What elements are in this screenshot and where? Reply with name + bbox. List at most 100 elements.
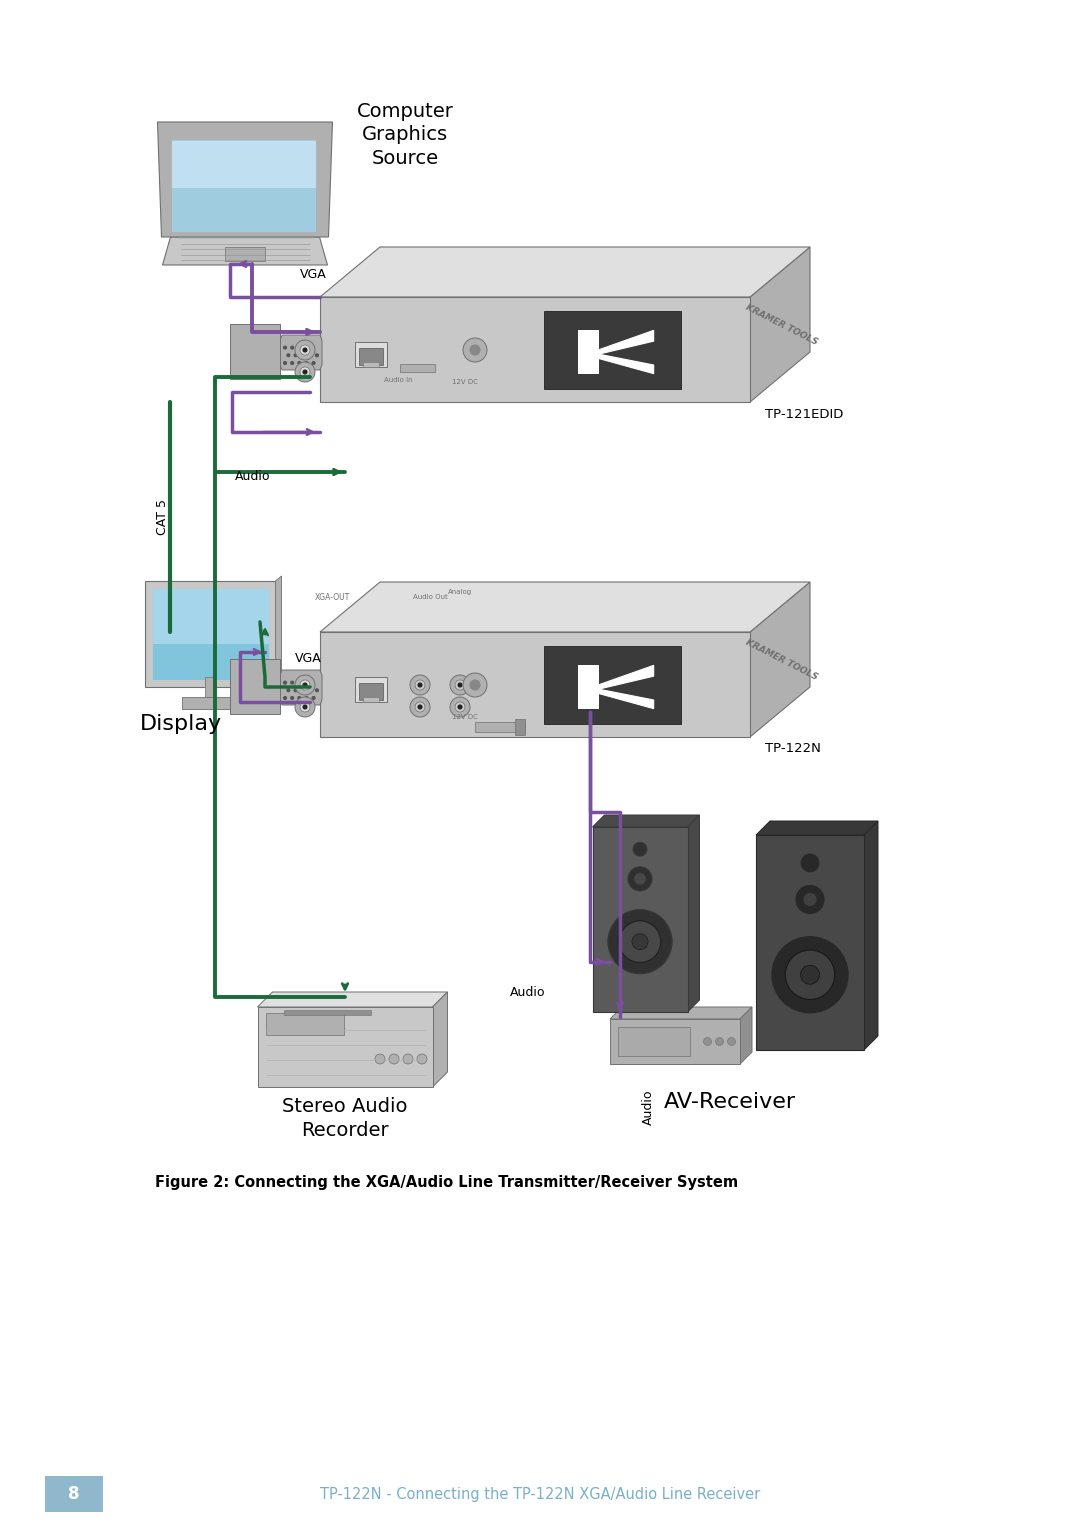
Circle shape [415,680,426,689]
Circle shape [315,354,319,357]
Circle shape [410,697,430,717]
Polygon shape [756,821,878,835]
Circle shape [800,965,820,984]
Bar [205,677,215,699]
Polygon shape [230,659,280,714]
Text: KRAMER TOOLS: KRAMER TOOLS [744,302,820,346]
Circle shape [300,680,310,689]
Text: TP-121EDID: TP-121EDID [765,408,843,420]
Circle shape [389,1054,399,1065]
Bar [363,697,379,702]
Circle shape [284,346,286,349]
Circle shape [804,893,816,907]
Circle shape [470,345,480,355]
Circle shape [294,689,297,692]
Circle shape [305,362,308,365]
Circle shape [295,362,315,381]
Circle shape [295,676,315,696]
Circle shape [305,346,308,349]
Polygon shape [158,123,333,237]
Polygon shape [432,993,447,1088]
Bar [355,342,387,368]
Polygon shape [257,993,447,1007]
Text: Figure 2: Connecting the XGA/Audio Line Transmitter/Receiver System: Figure 2: Connecting the XGA/Audio Line … [156,1175,738,1189]
Polygon shape [275,576,282,686]
Polygon shape [598,689,653,709]
Polygon shape [280,669,322,705]
Circle shape [633,843,647,856]
Circle shape [303,683,307,686]
Text: Audio Out: Audio Out [413,594,447,601]
Circle shape [455,680,465,689]
Circle shape [291,346,294,349]
Circle shape [455,702,465,712]
Text: VGA: VGA [295,653,322,665]
Circle shape [284,682,286,685]
Polygon shape [688,815,700,1013]
Circle shape [715,1037,724,1045]
Circle shape [463,339,487,362]
Bar [578,665,598,709]
Polygon shape [593,815,700,827]
Circle shape [415,702,426,712]
Bar [400,365,435,372]
Text: VGA: VGA [300,268,327,280]
Circle shape [284,362,286,365]
Circle shape [315,689,319,692]
Circle shape [410,676,430,696]
Bar [475,722,525,732]
Circle shape [463,673,487,697]
Text: Audio: Audio [510,985,545,999]
Circle shape [303,371,307,374]
Text: CAT 5: CAT 5 [156,499,168,535]
Circle shape [801,853,819,872]
Polygon shape [598,665,653,689]
Circle shape [634,873,646,885]
Bar [152,588,268,679]
Circle shape [294,354,297,357]
Circle shape [403,1054,413,1065]
Circle shape [291,697,294,700]
Circle shape [375,1054,384,1065]
Circle shape [418,683,422,686]
Circle shape [772,936,848,1013]
Circle shape [298,362,301,365]
Circle shape [300,702,310,712]
Circle shape [312,362,315,365]
Bar [543,311,681,389]
Bar [363,362,379,368]
Bar [172,139,314,231]
Polygon shape [740,1007,752,1065]
Circle shape [287,354,289,357]
Text: Computer
Graphics
Source: Computer Graphics Source [356,103,454,169]
Text: 12V DC: 12V DC [453,378,478,385]
Circle shape [291,682,294,685]
Polygon shape [598,354,653,374]
Bar [578,331,598,374]
Text: TP-122N - Connecting the TP-122N XGA/Audio Line Receiver: TP-122N - Connecting the TP-122N XGA/Aud… [320,1486,760,1501]
Bar [172,141,314,187]
Circle shape [418,705,422,709]
Circle shape [619,921,661,962]
Text: XGA-OUT: XGA-OUT [314,593,350,602]
Circle shape [305,682,308,685]
Polygon shape [162,237,327,265]
Bar [543,645,681,725]
Circle shape [301,689,305,692]
Polygon shape [864,821,878,1049]
Bar [257,1007,432,1088]
Bar [610,1019,740,1065]
Bar [320,297,750,401]
Text: Analog: Analog [448,588,472,594]
Circle shape [303,348,307,352]
Circle shape [458,705,462,709]
Circle shape [627,867,652,890]
Text: KRAMER TOOLS: KRAMER TOOLS [744,637,820,682]
Circle shape [308,354,311,357]
Bar [756,835,864,1049]
Circle shape [308,689,311,692]
Bar [225,247,265,260]
Bar [593,827,688,1013]
Bar [183,697,238,709]
Circle shape [301,354,305,357]
